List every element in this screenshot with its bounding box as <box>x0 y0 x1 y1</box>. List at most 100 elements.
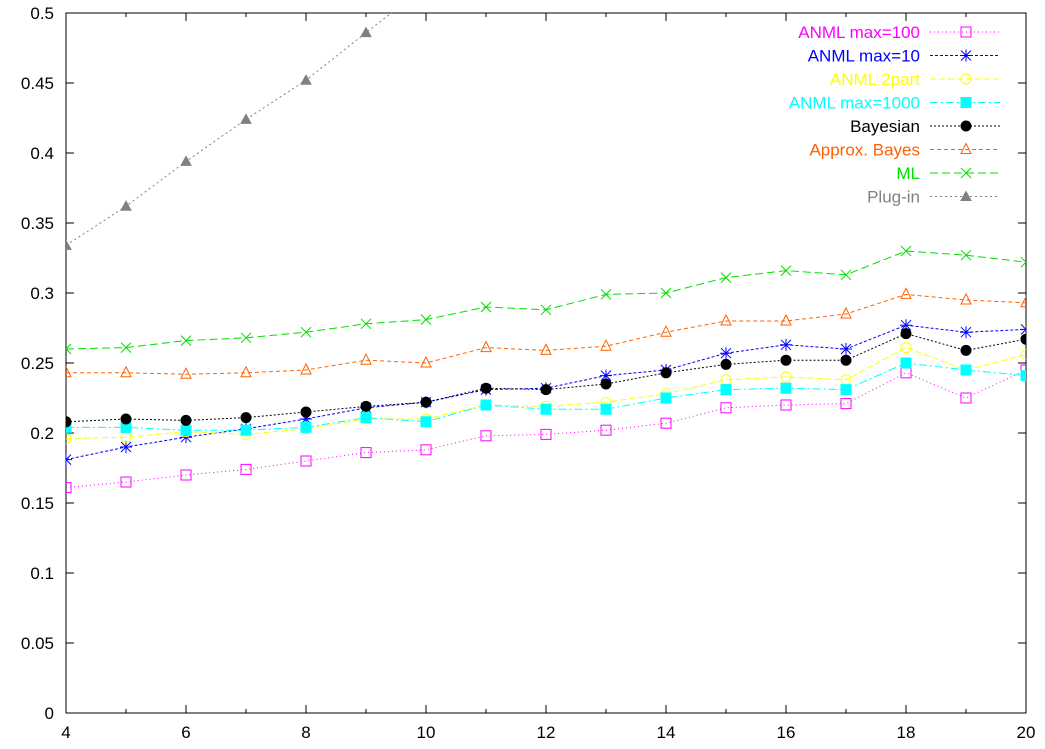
x-tick-label: 14 <box>657 723 676 742</box>
data-point <box>1020 295 1026 308</box>
data-point <box>480 430 492 442</box>
data-point <box>660 287 672 299</box>
data-point <box>660 392 672 404</box>
legend-entry: Bayesian <box>850 117 1000 136</box>
data-point <box>480 340 492 353</box>
data-point <box>420 396 432 408</box>
legend-marker <box>960 120 972 132</box>
data-point <box>300 421 312 433</box>
x-tick-label: 6 <box>181 723 190 742</box>
data-point <box>180 367 192 379</box>
legend-marker <box>960 190 972 201</box>
series-bayesian <box>66 328 1026 428</box>
data-point <box>180 424 192 436</box>
data-point <box>780 354 792 366</box>
data-point <box>900 367 912 379</box>
y-tick-label: 0.1 <box>30 564 54 583</box>
data-point <box>960 249 972 261</box>
y-tick-label: 0.45 <box>21 74 54 93</box>
data-point <box>480 399 492 411</box>
legend: ANML max=100 ANML max=10 ANML 2part ANML ma… <box>789 23 1000 207</box>
legend-label: ANML max=1000 <box>789 94 920 113</box>
data-point <box>960 364 972 376</box>
data-point <box>240 424 252 436</box>
data-point <box>480 301 492 313</box>
legend-marker <box>960 26 972 38</box>
y-tick-label: 0.15 <box>21 494 54 513</box>
data-point <box>780 313 792 326</box>
series-approx-bayes <box>66 287 1026 379</box>
y-tick-label: 0.3 <box>30 284 54 303</box>
y-tick-label: 0.05 <box>21 634 54 653</box>
data-point <box>840 398 852 410</box>
series-line <box>66 362 1026 431</box>
legend-label: Plug-in <box>867 188 920 207</box>
y-tick-label: 0.4 <box>30 144 54 163</box>
data-point <box>840 306 852 319</box>
data-point <box>960 292 972 305</box>
x-tick-label: 12 <box>537 723 556 742</box>
series-line <box>66 250 1026 350</box>
legend-entry: ANML max=100 <box>798 23 1000 42</box>
data-point <box>66 239 72 250</box>
data-point <box>780 338 792 351</box>
data-point <box>840 343 852 355</box>
data-point <box>420 355 432 368</box>
x-tick-label: 20 <box>1017 723 1036 742</box>
data-point <box>240 365 252 378</box>
legend-entry: ML <box>896 164 1000 183</box>
data-point <box>600 339 612 351</box>
data-point <box>300 406 312 418</box>
data-point <box>960 344 972 356</box>
data-point <box>720 384 732 396</box>
data-point <box>300 413 312 425</box>
data-point <box>300 362 312 375</box>
data-point <box>900 245 912 257</box>
data-point <box>120 342 132 353</box>
data-point <box>840 384 852 396</box>
series-line <box>66 369 1026 489</box>
data-point <box>240 463 252 475</box>
data-point <box>180 414 192 426</box>
data-point <box>360 318 372 330</box>
data-point <box>540 384 552 396</box>
data-point <box>540 428 552 440</box>
data-point <box>540 304 552 316</box>
data-point <box>540 343 552 355</box>
data-point <box>660 325 672 337</box>
x-tick-label: 16 <box>777 723 796 742</box>
x-tick-label: 8 <box>301 723 310 742</box>
data-point <box>1020 323 1026 336</box>
data-point <box>66 416 72 428</box>
series-line <box>66 13 393 246</box>
data-point <box>900 287 912 299</box>
data-point <box>180 431 192 444</box>
data-point <box>780 371 792 383</box>
series-plug-in <box>66 13 393 250</box>
series-layer <box>66 13 1026 494</box>
data-point <box>66 421 72 433</box>
legend-entry: Plug-in <box>867 188 1000 207</box>
data-point <box>720 313 732 326</box>
data-point <box>540 403 552 415</box>
data-point <box>720 347 732 360</box>
data-point <box>720 272 732 283</box>
data-point <box>720 358 732 370</box>
data-point <box>900 342 912 354</box>
data-point <box>66 343 72 355</box>
data-point <box>900 357 912 369</box>
series-anml-max-1000 <box>66 357 1026 436</box>
legend-entry: ANML max=10 <box>808 47 1000 66</box>
data-point <box>66 482 72 494</box>
data-point <box>66 433 72 445</box>
data-point <box>660 367 672 379</box>
legend-label: ML <box>896 164 920 183</box>
data-point <box>120 441 132 453</box>
data-point <box>1020 256 1026 268</box>
y-tick-label: 0.35 <box>21 214 54 233</box>
legend-marker <box>960 73 972 85</box>
data-point <box>840 269 852 281</box>
data-point <box>600 369 612 382</box>
legend-label: Approx. Bayes <box>809 141 920 160</box>
